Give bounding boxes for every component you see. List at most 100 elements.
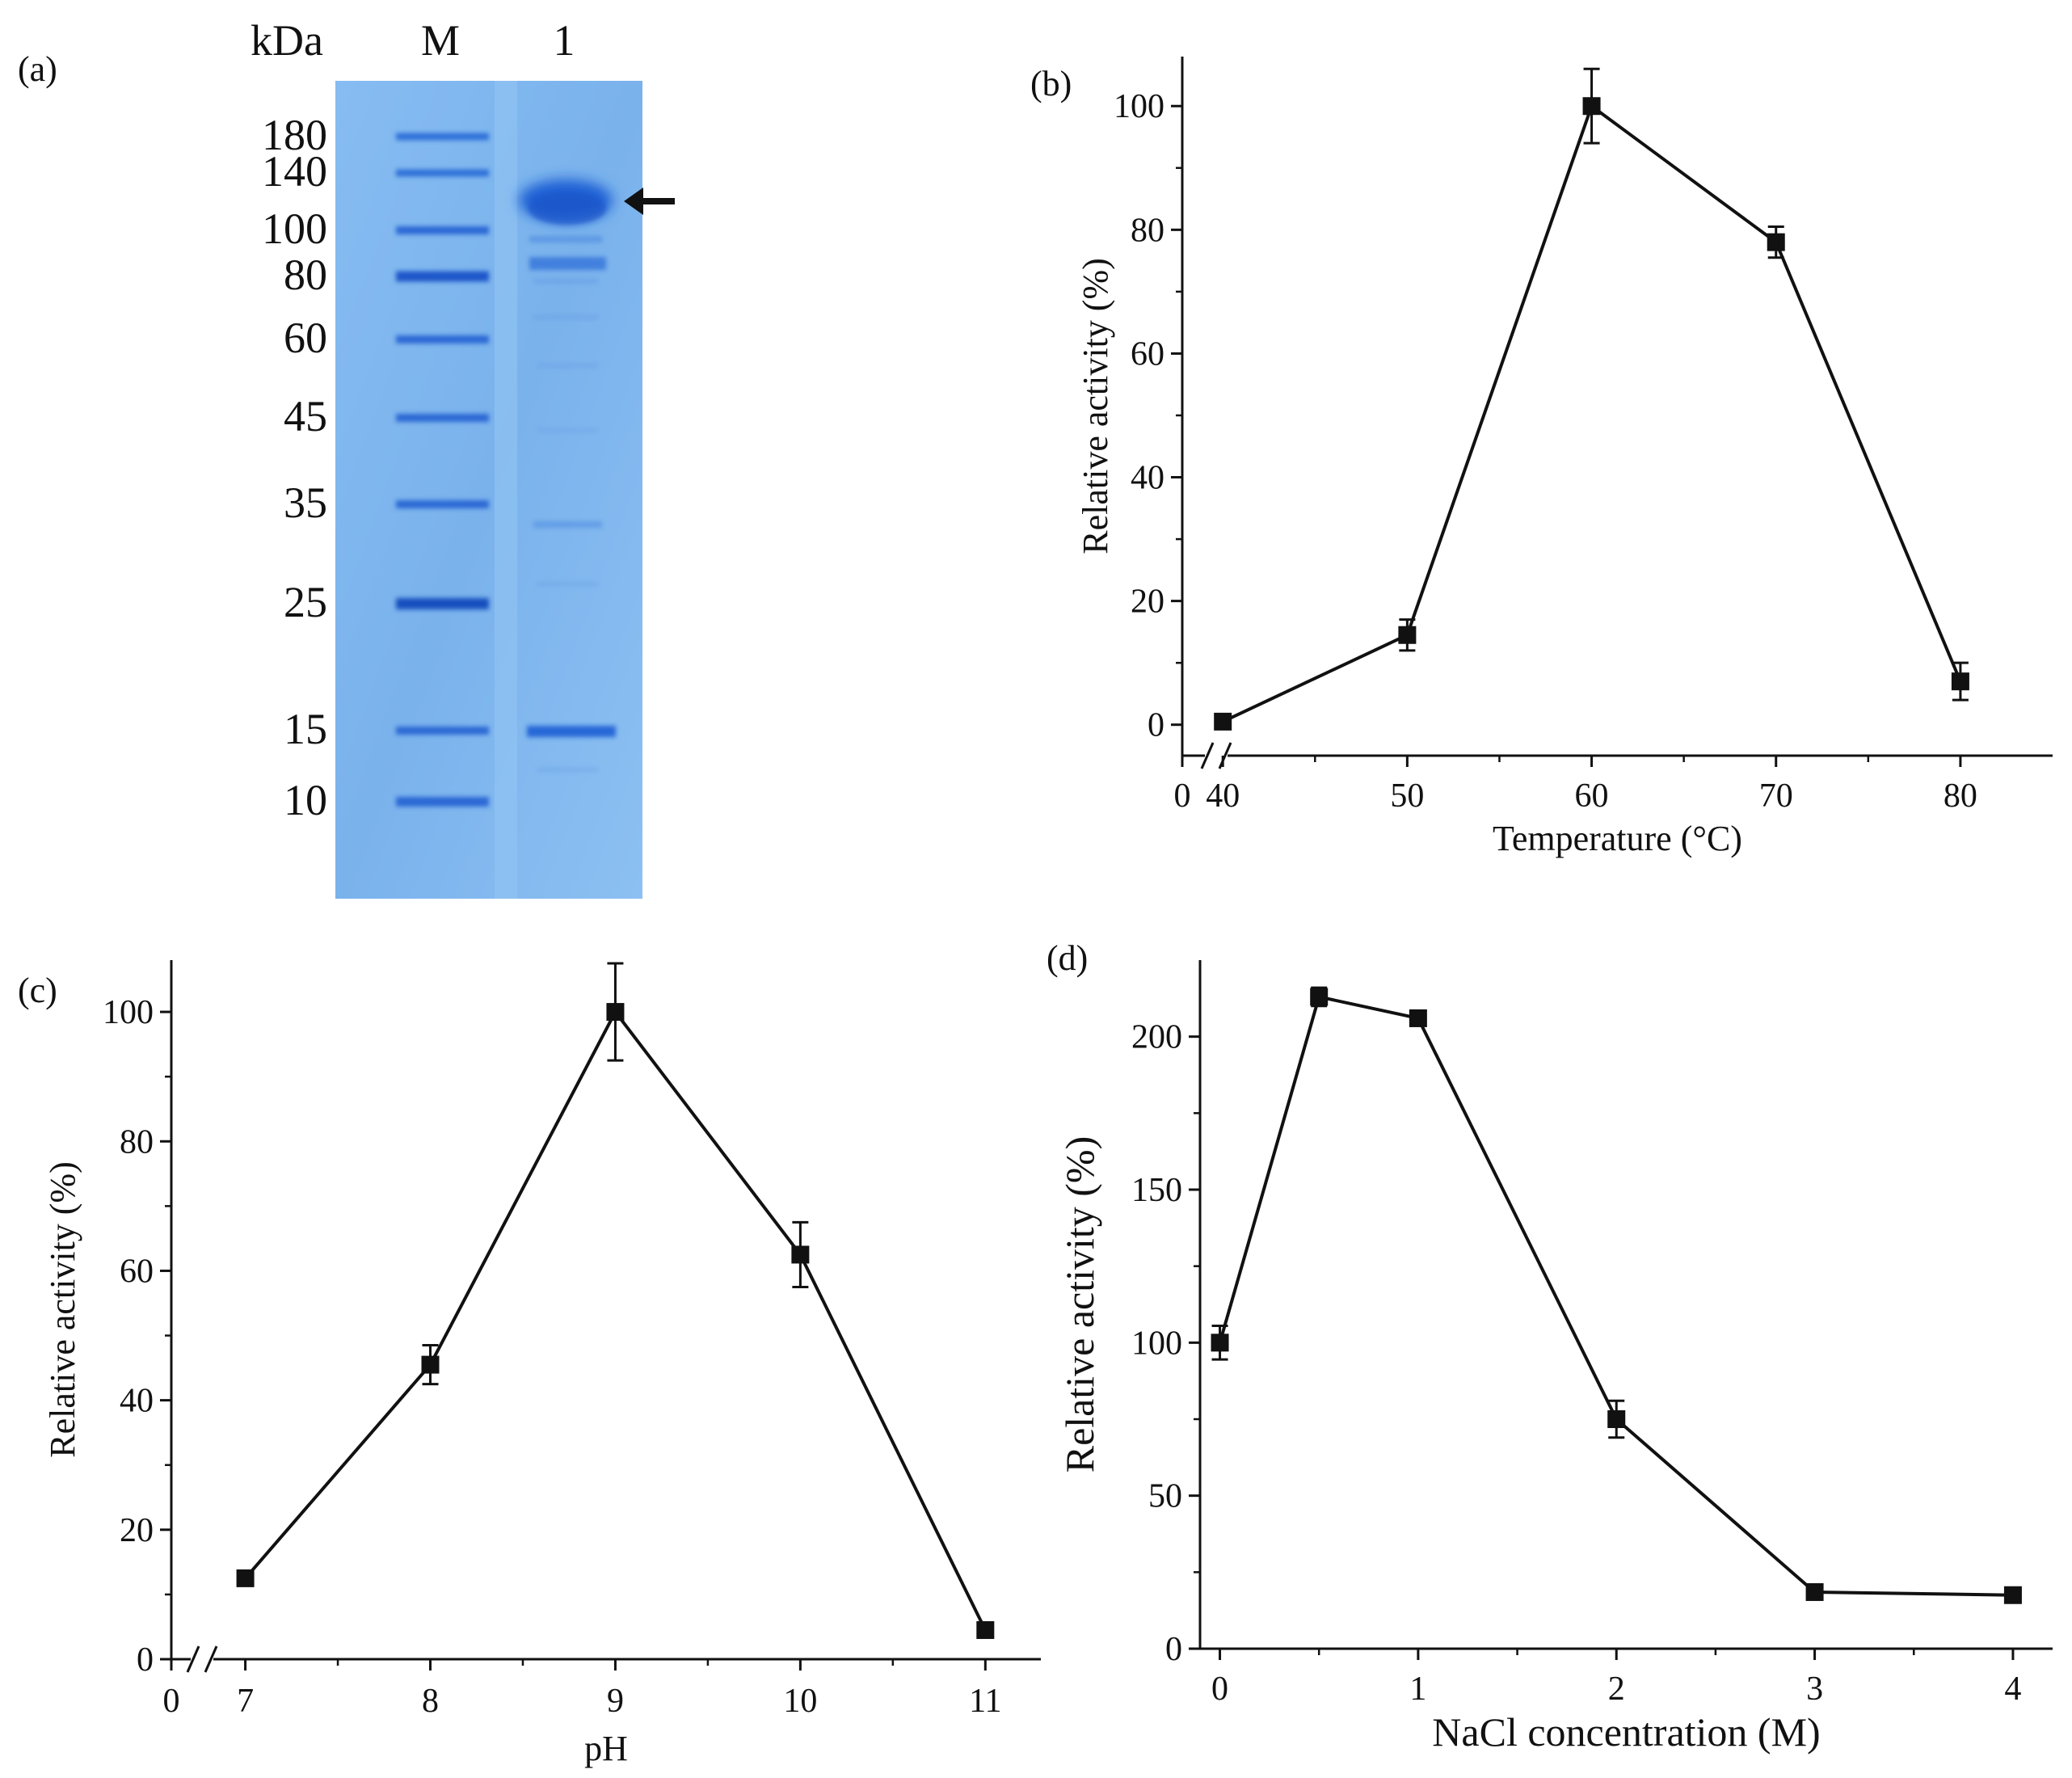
data-point bbox=[1409, 1009, 1427, 1027]
x-tick-label: 1 bbox=[1409, 1671, 1426, 1708]
marker-size-label: 25 bbox=[284, 578, 327, 626]
y-tick-label: 60 bbox=[1131, 335, 1164, 373]
x-tick-label: 60 bbox=[1575, 777, 1609, 815]
panel-b-label: (b) bbox=[1030, 64, 1072, 103]
x-tick-label: 70 bbox=[1759, 777, 1793, 815]
marker-band bbox=[396, 797, 489, 807]
x-tick-label: 8 bbox=[422, 1683, 439, 1720]
y-tick-label: 100 bbox=[1131, 1325, 1182, 1362]
data-point bbox=[1310, 988, 1329, 1006]
marker-band bbox=[396, 133, 489, 141]
minor-band bbox=[537, 428, 598, 432]
data-point bbox=[1582, 97, 1601, 116]
panel-a-label: (a) bbox=[18, 49, 57, 89]
minor-band bbox=[533, 315, 598, 319]
x-tick-label: 9 bbox=[607, 1683, 624, 1720]
gel-lane-gap bbox=[495, 81, 517, 899]
minor-band bbox=[527, 726, 616, 737]
y-tick-label: 200 bbox=[1131, 1019, 1182, 1056]
y-tick-label: 60 bbox=[120, 1253, 154, 1290]
chart-temperature: 0 40 50 60 70 80 0 20 40 60 80 100 Temperature (°C) R… bbox=[1076, 57, 2053, 858]
y-tick-label: 50 bbox=[1148, 1478, 1182, 1515]
data-point bbox=[1214, 712, 1232, 731]
data-point bbox=[791, 1245, 810, 1264]
y-tick-label: 100 bbox=[103, 994, 154, 1031]
x-axis-label: NaCl concentration (M) bbox=[1432, 1709, 1820, 1755]
x-tick-label: 40 bbox=[1206, 777, 1240, 815]
marker-size-label: 140 bbox=[262, 147, 327, 196]
marker-size-label: 80 bbox=[284, 251, 327, 299]
marker-size-label: 35 bbox=[284, 478, 327, 527]
y-tick-label: 150 bbox=[1131, 1172, 1182, 1209]
x-tick-label: 50 bbox=[1390, 777, 1424, 815]
x-tick-label-origin: 0 bbox=[1174, 777, 1191, 815]
y-axis-label: Relative activity (%) bbox=[1076, 258, 1115, 554]
data-point bbox=[976, 1620, 995, 1639]
target-band-arrow bbox=[624, 187, 675, 215]
marker-size-label: 15 bbox=[284, 705, 327, 753]
y-tick-label: 80 bbox=[1131, 212, 1164, 249]
data-point bbox=[1398, 626, 1417, 644]
gel-unit-header: kDa bbox=[251, 16, 323, 65]
y-tick-label: 80 bbox=[120, 1123, 154, 1161]
marker-band bbox=[396, 271, 489, 282]
series-line bbox=[1218, 995, 2013, 1597]
x-tick-label: 3 bbox=[1806, 1671, 1823, 1708]
minor-band bbox=[533, 279, 598, 284]
target-protein-band-core bbox=[529, 192, 606, 225]
x-tick-label-origin: 0 bbox=[163, 1683, 180, 1720]
data-point bbox=[1607, 1410, 1626, 1428]
marker-band bbox=[396, 500, 489, 508]
data-point bbox=[1805, 1582, 1824, 1601]
minor-band bbox=[529, 257, 606, 270]
chart-nacl: 0 1 2 3 4 0 50 100 150 200 NaCl concentration (M) R… bbox=[1057, 960, 2053, 1755]
marker-band bbox=[396, 598, 489, 609]
x-tick-label: 7 bbox=[237, 1683, 254, 1720]
y-tick-label: 20 bbox=[1131, 584, 1164, 621]
data-point bbox=[421, 1355, 440, 1374]
y-tick-label: 40 bbox=[120, 1383, 154, 1420]
data-point bbox=[236, 1569, 255, 1587]
lane-label-marker: M bbox=[421, 16, 460, 65]
marker-size-label: 60 bbox=[284, 314, 327, 362]
marker-size-label: 45 bbox=[284, 392, 327, 440]
data-point bbox=[2003, 1586, 2022, 1604]
x-tick-label: 2 bbox=[1608, 1671, 1625, 1708]
x-tick-label: 11 bbox=[969, 1683, 1001, 1720]
marker-band bbox=[396, 335, 489, 343]
x-axis-label: pH bbox=[584, 1729, 628, 1768]
marker-band bbox=[396, 169, 489, 177]
axis-break-mark bbox=[1200, 742, 1232, 769]
marker-band bbox=[396, 727, 489, 735]
panel-d-label: (d) bbox=[1047, 938, 1088, 978]
data-point bbox=[1211, 1334, 1229, 1352]
x-tick-label: 80 bbox=[1944, 777, 1977, 815]
minor-band bbox=[529, 236, 602, 242]
data-point bbox=[1767, 233, 1785, 251]
minor-band bbox=[533, 521, 602, 528]
minor-band bbox=[537, 582, 598, 586]
y-tick-label: 40 bbox=[1131, 460, 1164, 497]
lane-label-sample: 1 bbox=[554, 16, 575, 65]
y-axis-label: Relative activity (%) bbox=[1057, 1136, 1102, 1473]
data-point bbox=[606, 1003, 625, 1022]
marker-size-label: 180 bbox=[262, 111, 327, 159]
y-tick-label: 0 bbox=[1148, 707, 1164, 744]
minor-band bbox=[537, 768, 598, 772]
y-tick-label: 0 bbox=[1165, 1631, 1182, 1668]
marker-size-label: 100 bbox=[262, 204, 327, 253]
marker-band bbox=[396, 226, 489, 234]
x-tick-label: 4 bbox=[2004, 1671, 2021, 1708]
data-point bbox=[1951, 672, 1969, 691]
y-tick-label: 100 bbox=[1114, 88, 1164, 125]
y-axis-label: Relative activity (%) bbox=[43, 1161, 82, 1458]
y-tick-label: 0 bbox=[137, 1641, 154, 1679]
x-tick-label: 10 bbox=[783, 1683, 817, 1720]
marker-size-label: 10 bbox=[284, 776, 327, 824]
sample-lane bbox=[519, 179, 616, 772]
series-line bbox=[1222, 104, 1962, 723]
minor-band bbox=[537, 364, 598, 368]
